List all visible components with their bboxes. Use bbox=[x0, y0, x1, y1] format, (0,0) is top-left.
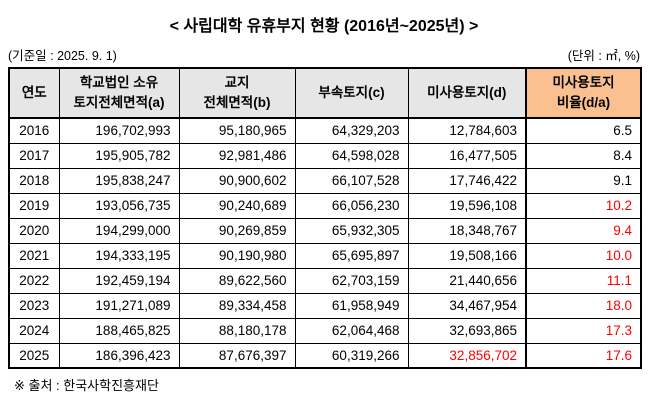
header-attached-land: 부속토지(c) bbox=[294, 67, 409, 119]
attached-land-cell: 60,319,266 bbox=[294, 342, 409, 369]
table-body: 2016 196,702,993 95,180,965 64,329,203 1… bbox=[8, 117, 642, 369]
unused-ratio-cell: 17.6 bbox=[525, 342, 642, 369]
unit-label: (단위 : ㎡, %) bbox=[567, 49, 640, 63]
year-cell: 2017 bbox=[8, 142, 60, 169]
source-note: ※ 출처 : 한국사학진흥재단 bbox=[14, 378, 159, 393]
header-unused-land: 미사용토지(d) bbox=[407, 67, 527, 119]
unused-land-cell: 12,784,603 bbox=[407, 117, 527, 144]
unused-land-cell: 18,348,767 bbox=[407, 217, 527, 244]
attached-land-cell: 65,932,305 bbox=[294, 217, 409, 244]
total-land-cell: 195,905,782 bbox=[58, 142, 180, 169]
unused-ratio-cell: 9.4 bbox=[525, 217, 642, 244]
unused-ratio-cell: 10.0 bbox=[525, 242, 642, 269]
unused-land-cell: 17,746,422 bbox=[407, 167, 527, 194]
total-land-cell: 196,702,993 bbox=[58, 117, 180, 144]
unused-land-cell: 34,467,954 bbox=[407, 292, 527, 319]
header-campus-area: 교지 전체면적(b) bbox=[178, 67, 296, 119]
attached-land-cell: 64,329,203 bbox=[294, 117, 409, 144]
header-unused-ratio: 미사용토지 비율(d/a) bbox=[525, 67, 642, 119]
year-cell: 2020 bbox=[8, 217, 60, 244]
campus-area-cell: 89,334,458 bbox=[178, 292, 296, 319]
year-cell: 2021 bbox=[8, 242, 60, 269]
header-year: 연도 bbox=[8, 67, 60, 119]
total-land-cell: 194,333,195 bbox=[58, 242, 180, 269]
total-land-cell: 191,271,089 bbox=[58, 292, 180, 319]
table-row: 2024 188,465,825 88,180,178 62,064,468 3… bbox=[8, 317, 642, 344]
table-row: 2023 191,271,089 89,334,458 61,958,949 3… bbox=[8, 292, 642, 319]
table-row: 2018 195,838,247 90,900,602 66,107,528 1… bbox=[8, 167, 642, 194]
unused-ratio-cell: 6.5 bbox=[525, 117, 642, 144]
unused-ratio-cell: 18.0 bbox=[525, 292, 642, 319]
unused-ratio-cell: 8.4 bbox=[525, 142, 642, 169]
header-total-land: 학교법인 소유 토지전체면적(a) bbox=[58, 67, 180, 119]
campus-area-cell: 87,676,397 bbox=[178, 342, 296, 369]
attached-land-cell: 65,695,897 bbox=[294, 242, 409, 269]
unused-land-cell: 32,856,702 bbox=[407, 342, 527, 369]
table-row: 2016 196,702,993 95,180,965 64,329,203 1… bbox=[8, 117, 642, 144]
unused-land-cell: 21,440,656 bbox=[407, 267, 527, 294]
idle-land-table: 연도 학교법인 소유 토지전체면적(a) 교지 전체면적(b) 부속토지(c) … bbox=[8, 67, 642, 369]
unused-ratio-cell: 17.3 bbox=[525, 317, 642, 344]
year-cell: 2019 bbox=[8, 192, 60, 219]
year-cell: 2022 bbox=[8, 267, 60, 294]
year-cell: 2016 bbox=[8, 117, 60, 144]
total-land-cell: 188,465,825 bbox=[58, 317, 180, 344]
total-land-cell: 192,459,194 bbox=[58, 267, 180, 294]
unused-land-cell: 16,477,505 bbox=[407, 142, 527, 169]
table-row: 2019 193,056,735 90,240,689 66,056,230 1… bbox=[8, 192, 642, 219]
table-row: 2017 195,905,782 92,981,486 64,598,028 1… bbox=[8, 142, 642, 169]
table-row: 2025 186,396,423 87,676,397 60,319,266 3… bbox=[8, 342, 642, 369]
total-land-cell: 194,299,000 bbox=[58, 217, 180, 244]
attached-land-cell: 64,598,028 bbox=[294, 142, 409, 169]
table-row: 2021 194,333,195 90,190,980 65,695,897 1… bbox=[8, 242, 642, 269]
base-date-label: (기준일 : 2025. 9. 1) bbox=[8, 49, 117, 63]
unused-land-cell: 32,693,865 bbox=[407, 317, 527, 344]
campus-area-cell: 90,900,602 bbox=[178, 167, 296, 194]
attached-land-cell: 66,056,230 bbox=[294, 192, 409, 219]
attached-land-cell: 62,064,468 bbox=[294, 317, 409, 344]
total-land-cell: 186,396,423 bbox=[58, 342, 180, 369]
campus-area-cell: 89,622,560 bbox=[178, 267, 296, 294]
unused-land-cell: 19,508,166 bbox=[407, 242, 527, 269]
year-cell: 2025 bbox=[8, 342, 60, 369]
total-land-cell: 195,838,247 bbox=[58, 167, 180, 194]
unused-ratio-cell: 9.1 bbox=[525, 167, 642, 194]
meta-row: (기준일 : 2025. 9. 1) (단위 : ㎡, %) bbox=[8, 45, 640, 64]
total-land-cell: 193,056,735 bbox=[58, 192, 180, 219]
year-cell: 2018 bbox=[8, 167, 60, 194]
unused-ratio-cell: 11.1 bbox=[525, 267, 642, 294]
year-cell: 2023 bbox=[8, 292, 60, 319]
campus-area-cell: 95,180,965 bbox=[178, 117, 296, 144]
attached-land-cell: 66,107,528 bbox=[294, 167, 409, 194]
table-header: 연도 학교법인 소유 토지전체면적(a) 교지 전체면적(b) 부속토지(c) … bbox=[8, 67, 642, 119]
unused-land-cell: 19,596,108 bbox=[407, 192, 527, 219]
year-cell: 2024 bbox=[8, 317, 60, 344]
campus-area-cell: 90,240,689 bbox=[178, 192, 296, 219]
campus-area-cell: 88,180,178 bbox=[178, 317, 296, 344]
campus-area-cell: 90,190,980 bbox=[178, 242, 296, 269]
attached-land-cell: 62,703,159 bbox=[294, 267, 409, 294]
attached-land-cell: 61,958,949 bbox=[294, 292, 409, 319]
table-row: 2020 194,299,000 90,269,859 65,932,305 1… bbox=[8, 217, 642, 244]
campus-area-cell: 90,269,859 bbox=[178, 217, 296, 244]
campus-area-cell: 92,981,486 bbox=[178, 142, 296, 169]
page-title: < 사립대학 유휴부지 현황 (2016년~2025년) > bbox=[169, 18, 479, 35]
table-row: 2022 192,459,194 89,622,560 62,703,159 2… bbox=[8, 267, 642, 294]
unused-ratio-cell: 10.2 bbox=[525, 192, 642, 219]
